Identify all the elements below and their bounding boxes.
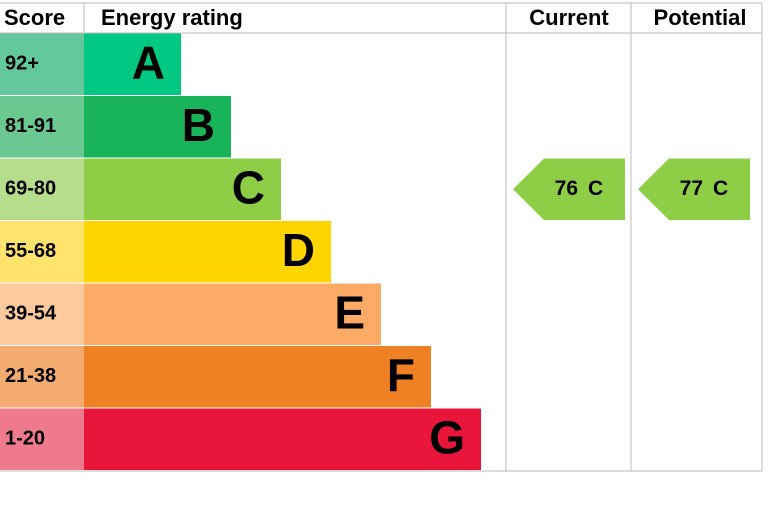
current-arrow [513,158,625,220]
potential-arrow [638,158,750,220]
rating-letter: E [334,286,365,338]
score-label: 21-38 [5,365,56,387]
header-rating: Energy rating [101,5,243,30]
rating-letter: C [232,161,265,213]
score-cell [0,158,84,220]
score-cell [0,33,84,95]
potential-value: 77 [680,177,703,200]
rating-bar [84,33,181,95]
score-cell [0,408,84,470]
rating-bar [84,221,331,283]
rating-letter: A [132,36,165,88]
score-label: 69-80 [5,178,56,200]
rating-bar [84,158,281,220]
score-cell [0,346,84,408]
score-label: 1-20 [5,428,45,450]
header-score: Score [4,5,65,30]
rating-bar [84,408,481,470]
table-rules [0,2,763,472]
rating-bar [84,96,231,158]
rating-letter: G [429,411,465,463]
current-value: 76 [555,177,578,200]
rating-letter: F [387,349,415,401]
score-label: 39-54 [5,303,57,325]
score-cell [0,221,84,283]
rating-letter: B [182,99,215,151]
rating-letter: D [282,224,315,276]
potential-letter: C [713,177,728,200]
score-label: 55-68 [5,240,56,262]
score-cell [0,96,84,158]
rating-bar [84,283,381,345]
current-letter: C [588,177,603,200]
score-label: 92+ [5,53,39,75]
score-label: 81-91 [5,115,56,137]
header-current: Current [529,5,609,30]
rating-bar [84,346,431,408]
score-cell [0,283,84,345]
header-potential: Potential [654,5,747,30]
